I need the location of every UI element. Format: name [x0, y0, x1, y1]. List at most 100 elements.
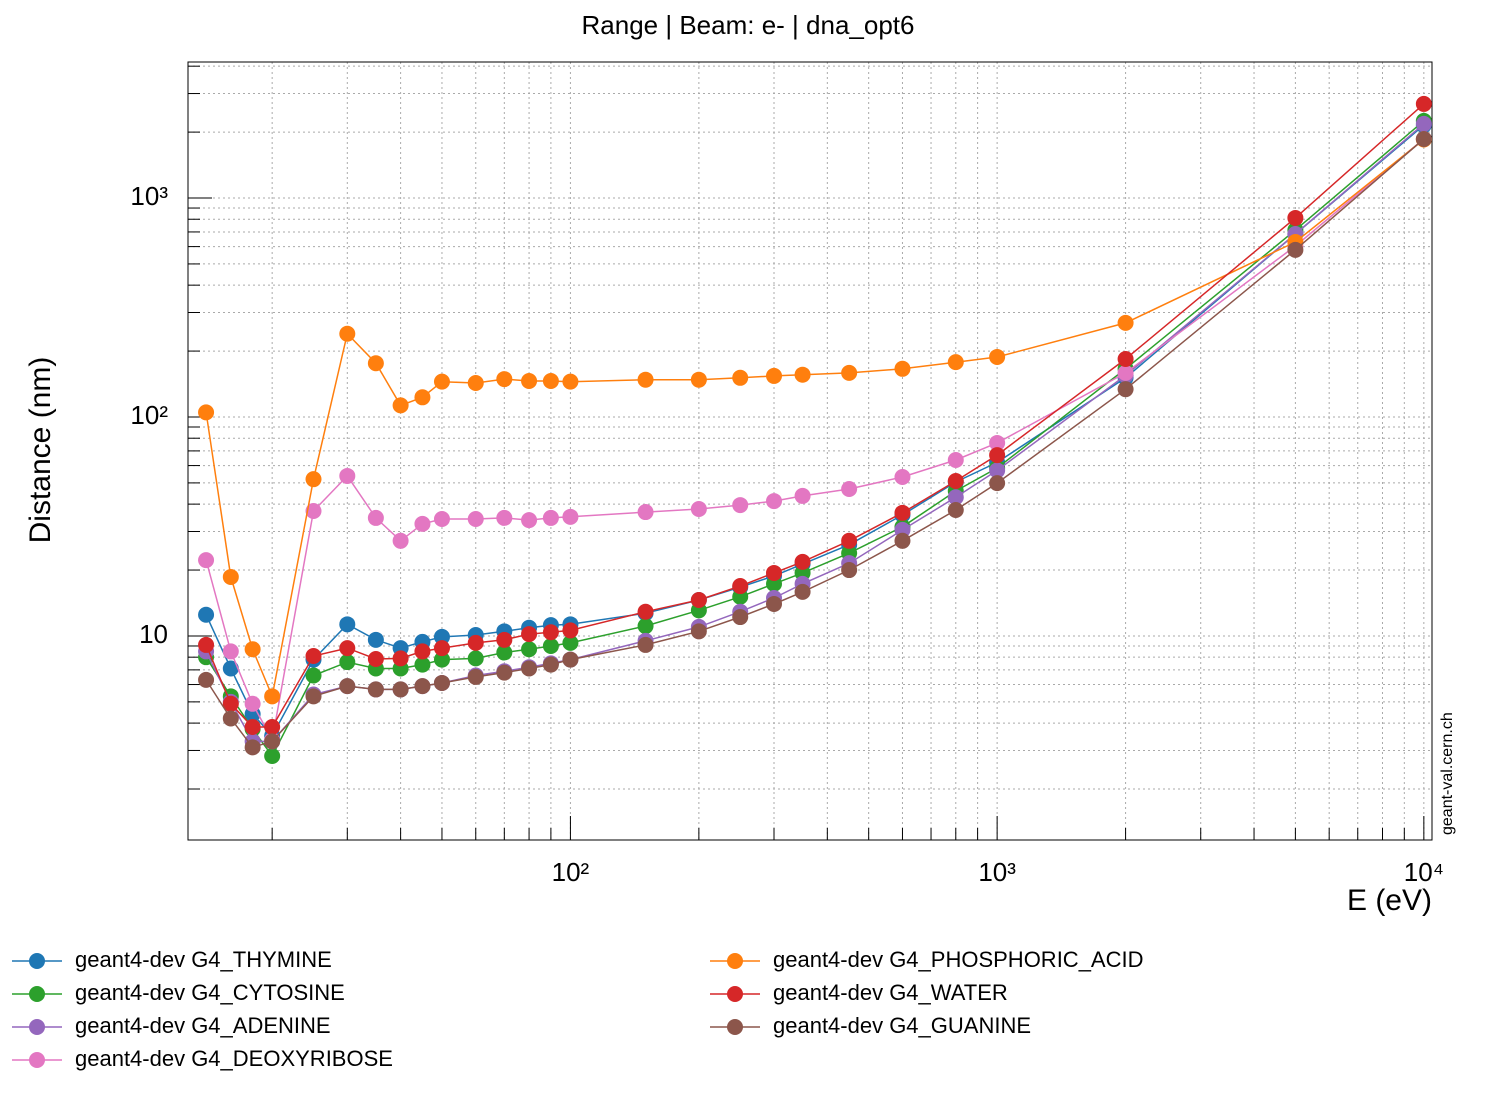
data-point: [841, 480, 858, 497]
data-point: [496, 644, 513, 661]
data-point: [562, 373, 579, 390]
data-point: [766, 493, 783, 510]
x-tick-label: 10⁴: [1404, 857, 1444, 887]
data-point: [894, 504, 911, 521]
data-point: [732, 578, 749, 595]
data-point: [841, 562, 858, 579]
data-point: [521, 512, 538, 529]
data-point: [339, 616, 356, 633]
data-point: [1415, 95, 1432, 112]
data-point: [244, 739, 261, 756]
legend-label: geant4-dev G4_CYTOSINE: [75, 980, 345, 1005]
data-point: [264, 688, 281, 705]
data-point: [542, 656, 559, 673]
data-point: [690, 501, 707, 518]
data-point: [989, 462, 1006, 479]
data-point: [562, 634, 579, 651]
data-point: [947, 354, 964, 371]
x-tick-label: 10²: [552, 857, 590, 887]
data-point: [339, 654, 356, 671]
data-point: [496, 509, 513, 526]
data-point: [637, 636, 654, 653]
data-point: [392, 650, 409, 667]
legend-marker: [727, 1019, 743, 1035]
data-point: [433, 373, 450, 390]
data-point: [794, 553, 811, 570]
data-point: [414, 656, 431, 673]
data-point: [222, 710, 239, 727]
data-point: [1287, 241, 1304, 258]
legend-label: geant4-dev G4_WATER: [773, 980, 1008, 1005]
data-point: [562, 651, 579, 668]
x-axis-label: E (eV): [1347, 884, 1432, 917]
data-point: [305, 667, 322, 684]
data-point: [496, 664, 513, 681]
data-point: [947, 502, 964, 519]
data-point: [841, 532, 858, 549]
data-point: [562, 508, 579, 525]
data-point: [894, 360, 911, 377]
watermark: geant-val.cern.ch: [1439, 712, 1456, 835]
data-point: [521, 373, 538, 390]
data-point: [542, 509, 559, 526]
x-tick-label: 10³: [978, 857, 1016, 887]
data-point: [637, 618, 654, 635]
data-point: [433, 651, 450, 668]
chart-title: Range | Beam: e- | dna_opt6: [582, 10, 915, 40]
data-point: [989, 475, 1006, 492]
legend-marker: [29, 1052, 45, 1068]
data-point: [222, 660, 239, 677]
data-point: [989, 348, 1006, 365]
data-point: [339, 467, 356, 484]
data-point: [841, 364, 858, 381]
data-point: [367, 355, 384, 372]
data-point: [305, 647, 322, 664]
legend-label: geant4-dev G4_GUANINE: [773, 1013, 1031, 1038]
data-point: [947, 452, 964, 469]
data-point: [392, 532, 409, 549]
data-point: [305, 471, 322, 488]
data-point: [690, 371, 707, 388]
data-point: [794, 583, 811, 600]
legend-label: geant4-dev G4_ADENINE: [75, 1013, 331, 1038]
data-point: [264, 718, 281, 735]
data-point: [637, 371, 654, 388]
data-point: [198, 552, 215, 569]
data-point: [244, 641, 261, 658]
data-point: [222, 695, 239, 712]
data-point: [222, 643, 239, 660]
data-point: [244, 718, 261, 735]
data-point: [542, 637, 559, 654]
data-point: [198, 606, 215, 623]
data-point: [198, 671, 215, 688]
data-point: [1415, 115, 1432, 132]
data-point: [339, 678, 356, 695]
data-point: [467, 668, 484, 685]
data-point: [947, 473, 964, 490]
data-point: [433, 511, 450, 528]
data-point: [1287, 209, 1304, 226]
y-axis-label: Distance (nm): [24, 357, 57, 544]
data-point: [222, 568, 239, 585]
data-point: [1117, 364, 1134, 381]
data-point: [367, 631, 384, 648]
data-point: [339, 640, 356, 657]
data-point: [367, 681, 384, 698]
legend-label: geant4-dev G4_DEOXYRIBOSE: [75, 1046, 393, 1071]
y-tick-label: 10³: [130, 181, 168, 211]
data-point: [766, 595, 783, 612]
data-point: [521, 660, 538, 677]
data-point: [732, 369, 749, 386]
data-point: [433, 674, 450, 691]
data-point: [264, 733, 281, 750]
data-point: [264, 748, 281, 765]
legend-marker: [29, 986, 45, 1002]
data-point: [732, 497, 749, 514]
data-point: [467, 650, 484, 667]
data-point: [542, 373, 559, 390]
data-point: [339, 325, 356, 342]
legend-marker: [727, 953, 743, 969]
legend-label: geant4-dev G4_THYMINE: [75, 947, 332, 972]
